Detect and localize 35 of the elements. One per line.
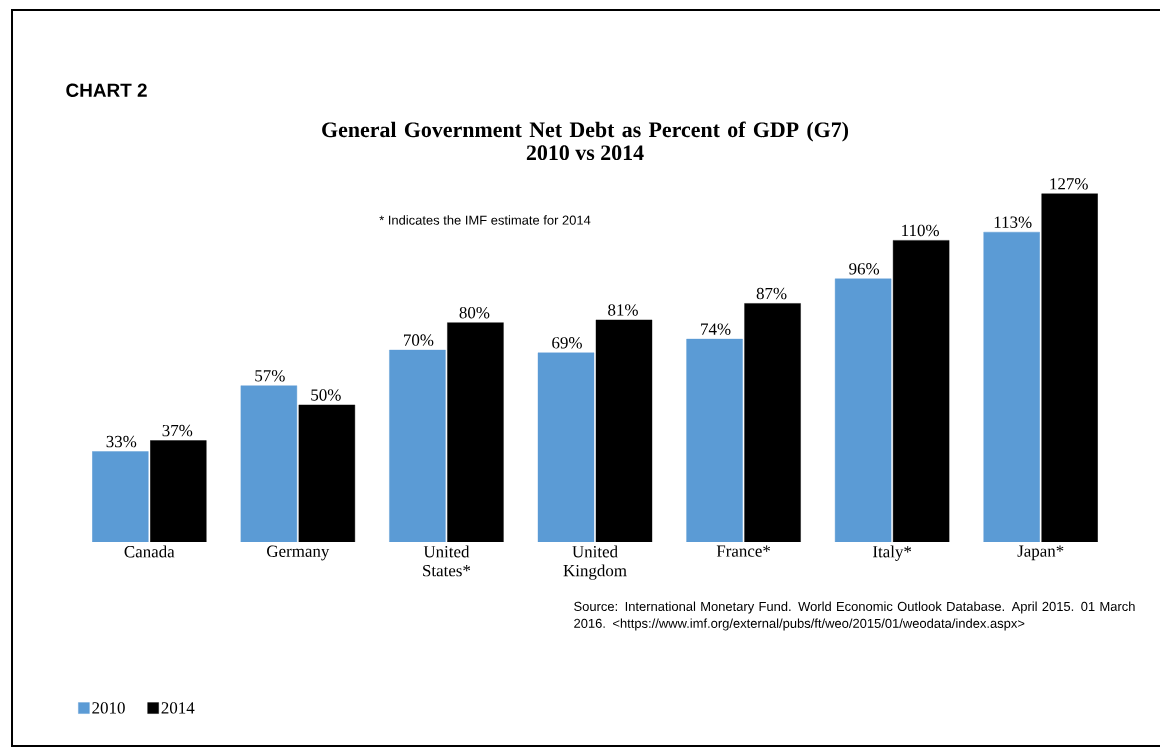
bar: [744, 303, 801, 542]
source-note: Source: International Monetary Fund. World Economic Outlook Database. April 2015. 01 March 2016. <https://www.imf.org/external/pubs/ft/weo/2015/01/weodata/index.aspx>: [574, 601, 1135, 631]
data-label: 70%: [404, 334, 434, 346]
data-label: 113%: [994, 216, 1032, 228]
x-tick-label: United States*: [423, 545, 471, 577]
bar: [150, 440, 207, 542]
legend-label: 2014: [161, 702, 195, 714]
annotation: * Indicates the IMF estimate for 2014: [379, 215, 591, 225]
data-label: 87%: [756, 287, 787, 300]
x-tick-label: United Kingdom: [563, 545, 627, 580]
data-label: 37%: [162, 424, 193, 437]
data-label: 96%: [849, 263, 880, 275]
data-label: 69%: [552, 337, 582, 349]
x-tick-label: Germany: [267, 545, 330, 561]
chart-title: General Government Net Debt as Percent of GDP (G7): [322, 121, 849, 142]
bar: [298, 404, 356, 542]
bar: [892, 240, 950, 542]
legend-label: 2010: [92, 702, 125, 714]
data-label: 57%: [255, 370, 285, 382]
data-label: 81%: [608, 304, 638, 316]
caption: CHART 2: [66, 83, 147, 97]
data-label: 50%: [311, 389, 341, 401]
data-label: 74%: [701, 323, 731, 335]
x-tick-label: Canada: [124, 545, 175, 558]
x-tick-label: Japan*: [1017, 545, 1064, 561]
data-label: 80%: [459, 306, 490, 319]
data-label: 33%: [106, 435, 137, 448]
data-label: 110%: [902, 224, 939, 237]
chart-subtitle: 2010 vs 2014: [526, 145, 644, 161]
bar: [1041, 193, 1098, 542]
data-label: 127%: [1050, 178, 1088, 190]
bar: [447, 322, 504, 542]
x-tick-label: Italy*: [872, 545, 912, 561]
bar: [595, 319, 653, 542]
x-tick-label: France*: [716, 545, 771, 557]
